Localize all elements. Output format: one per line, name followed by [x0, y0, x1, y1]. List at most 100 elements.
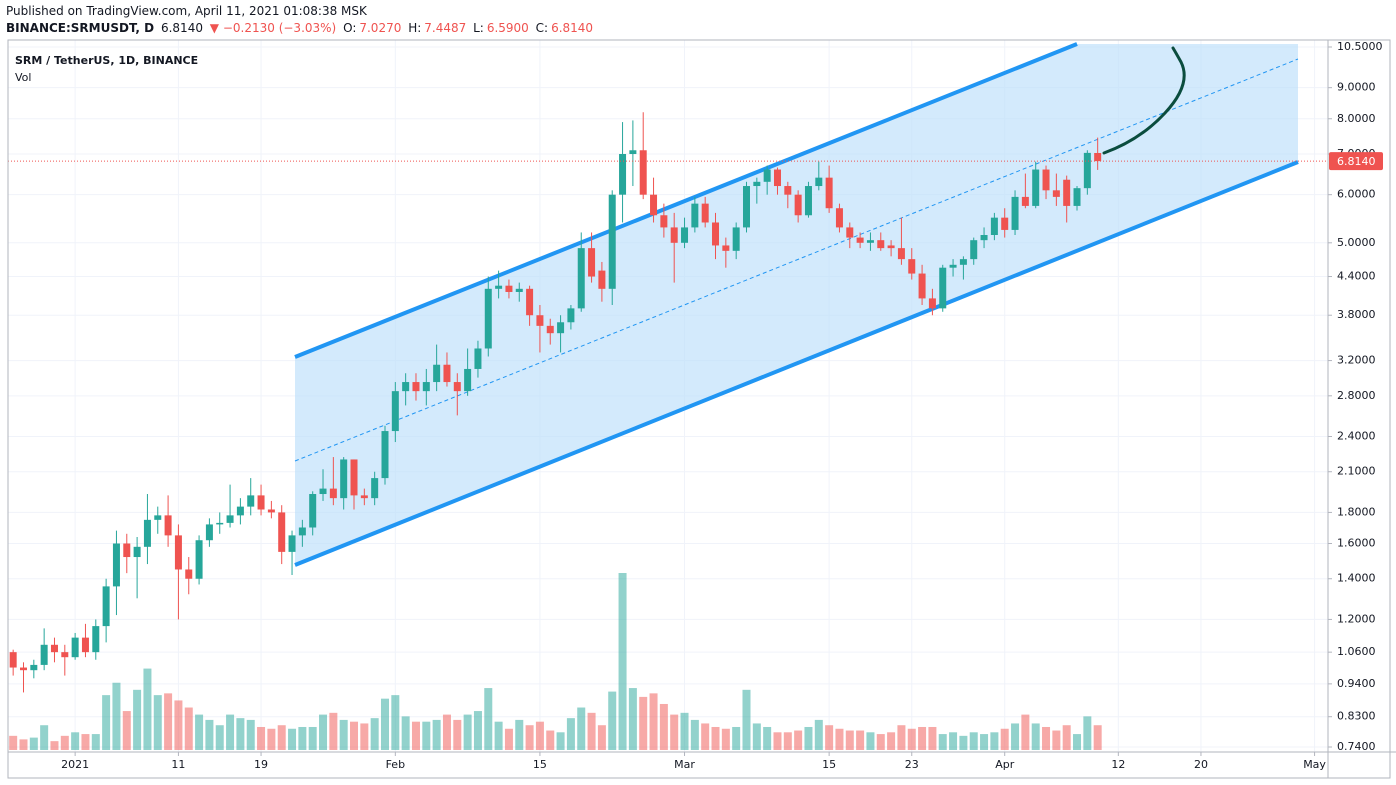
volume-bar — [277, 725, 286, 750]
volume-bar — [60, 735, 69, 750]
y-tick-label: 3.2000 — [1337, 354, 1376, 367]
volume-bar — [835, 728, 844, 750]
volume-bar — [102, 695, 111, 750]
volume-bar — [236, 718, 245, 750]
volume-bar — [825, 725, 834, 750]
volume-bar — [515, 719, 524, 750]
candle-body — [980, 234, 988, 241]
candle-body — [670, 227, 678, 243]
candle-body — [639, 150, 647, 195]
candle-body — [371, 478, 379, 499]
candle-body — [804, 186, 812, 216]
candle-body — [701, 203, 709, 223]
volume-bar — [639, 696, 648, 750]
published-line: Published on TradingView.com, April 11, … — [6, 4, 367, 18]
volume-bar — [783, 732, 792, 750]
candle-body — [412, 382, 420, 392]
y-tick-label: 2.8000 — [1337, 389, 1376, 402]
volume-bar — [711, 726, 720, 750]
candle-body — [598, 270, 606, 289]
o-value: 7.0270 — [359, 21, 402, 35]
candle-body — [61, 652, 69, 658]
candle-body — [918, 273, 926, 299]
candle-body — [877, 240, 885, 249]
c-label: C: — [535, 21, 549, 35]
x-tick-label: 15 — [822, 758, 836, 771]
x-tick-label: 12 — [1111, 758, 1125, 771]
candle-body — [236, 506, 244, 516]
candle-body — [71, 637, 79, 658]
volume-bar — [907, 728, 916, 750]
volume-bar — [804, 726, 813, 750]
volume-bar — [473, 711, 482, 750]
candle-body — [433, 364, 441, 383]
y-tick-label: 0.9400 — [1337, 677, 1376, 690]
candle-body — [515, 288, 523, 292]
candle-body — [154, 515, 162, 520]
candle-body — [247, 495, 255, 507]
volume-bar — [949, 732, 958, 750]
volume-bar — [845, 730, 854, 750]
volume-bar — [350, 721, 359, 750]
volume-bar — [546, 730, 555, 750]
volume-bar — [50, 741, 59, 750]
candle-body — [205, 524, 213, 541]
candle-body — [629, 150, 637, 155]
volume-bar — [1073, 734, 1082, 750]
candle-body — [990, 217, 998, 235]
volume-bar — [556, 732, 565, 750]
volume-bar — [153, 695, 162, 750]
volume-bar — [215, 725, 224, 750]
volume-bar — [608, 691, 617, 750]
volume-bar — [887, 732, 896, 750]
candle-body — [195, 540, 203, 579]
y-tick-label: 1.8000 — [1337, 505, 1376, 518]
candle-body — [959, 259, 967, 265]
volume-bar — [205, 719, 214, 750]
volume-layer — [9, 573, 1102, 750]
volume-bar — [257, 726, 266, 750]
candle-body — [939, 267, 947, 309]
candle-body — [298, 527, 306, 536]
volume-bar — [856, 730, 865, 750]
x-tick-label: 2021 — [61, 758, 89, 771]
y-tick-label: 9.0000 — [1337, 81, 1376, 94]
candle-body — [949, 264, 957, 268]
candle-body — [526, 288, 534, 316]
volume-bar — [649, 693, 658, 750]
y-tick-label: 0.8300 — [1337, 710, 1376, 723]
candle-body — [773, 169, 781, 187]
volume-bar — [701, 723, 710, 750]
volume-bar — [969, 732, 978, 750]
volume-bar — [432, 719, 441, 750]
candle-body — [9, 652, 17, 668]
drawn-curve — [1102, 46, 1186, 155]
candle-body — [484, 288, 492, 349]
frame — [7, 39, 1391, 779]
candle-body — [92, 626, 100, 653]
candle-body — [567, 308, 575, 323]
candle-body — [619, 154, 627, 195]
volume-bar — [742, 689, 751, 750]
candle-body — [887, 245, 895, 249]
candle-body — [216, 522, 224, 525]
y-tick-label: 5.0000 — [1337, 236, 1376, 249]
volume-bar — [9, 735, 18, 750]
candle-body — [856, 237, 864, 243]
volume-bar — [618, 573, 627, 750]
candle-body — [763, 169, 771, 182]
candle-body — [50, 644, 58, 653]
candle-body — [443, 364, 451, 383]
volume-bar — [670, 714, 679, 750]
o-label: O: — [343, 21, 357, 35]
candle-body — [1021, 196, 1029, 206]
candle-body — [474, 348, 482, 369]
candle-body — [1073, 188, 1081, 206]
volume-bar — [504, 728, 513, 750]
volume-bar — [1021, 714, 1030, 750]
symbol: BINANCE:SRMUSDT, D — [6, 21, 155, 35]
volume-bar — [494, 721, 503, 750]
candle-body — [81, 637, 89, 653]
candle-body — [185, 569, 193, 579]
candle-body — [112, 543, 120, 587]
